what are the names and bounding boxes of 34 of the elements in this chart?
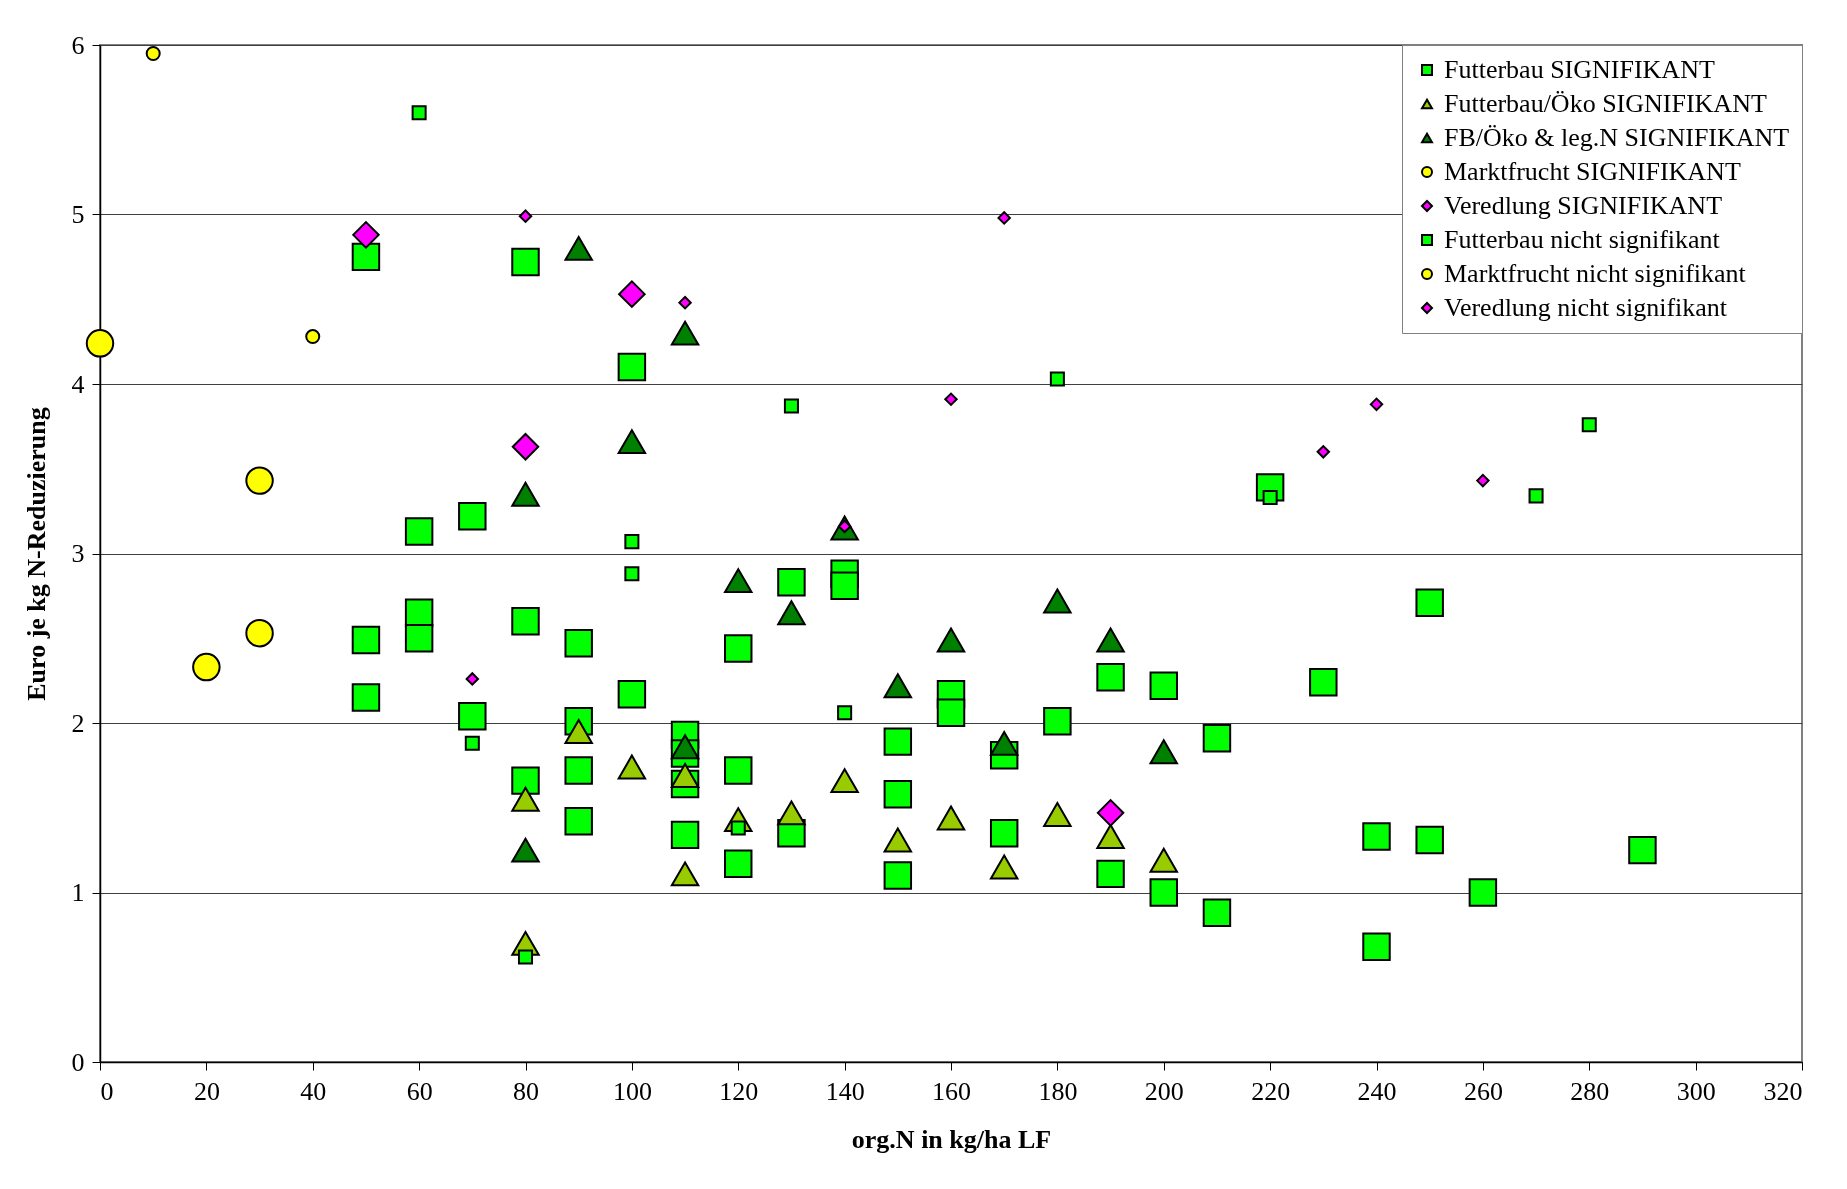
legend-label: Veredlung nicht signifikant — [1444, 293, 1728, 322]
x-tick-label: 100 — [612, 1076, 652, 1106]
y-tick-label: 5 — [71, 200, 85, 229]
legend-label: Veredlung SIGNIFIKANT — [1444, 191, 1723, 220]
y-tick-label: 3 — [71, 539, 85, 568]
y-axis-title: Euro je kg N-Reduzierung — [21, 407, 51, 701]
x-tick-label: 120 — [719, 1076, 759, 1106]
x-tick-label: 20 — [193, 1076, 220, 1106]
legend-label: Futterbau SIGNIFIKANT — [1444, 55, 1715, 84]
legend-label: Marktfrucht SIGNIFIKANT — [1444, 157, 1741, 186]
y-tick-label: 4 — [71, 369, 85, 399]
x-tick-label: 320 — [1763, 1076, 1803, 1106]
x-tick-label: 0 — [100, 1076, 114, 1106]
x-tick-label: 160 — [932, 1076, 971, 1106]
x-axis-title: org.N in kg/ha LF — [851, 1124, 1052, 1154]
x-tick-label: 180 — [1038, 1076, 1078, 1106]
legend-label: Marktfrucht nicht signifikant — [1444, 259, 1747, 288]
legend-label: FB/Öko & leg.N SIGNIFIKANT — [1444, 123, 1790, 152]
x-tick-label: 80 — [513, 1076, 539, 1106]
x-tick-label: 300 — [1676, 1076, 1716, 1106]
y-tick-label: 1 — [71, 878, 85, 907]
x-tick-label: 280 — [1570, 1076, 1610, 1106]
x-tick-label: 240 — [1357, 1076, 1397, 1106]
x-tick-label: 260 — [1463, 1076, 1503, 1106]
y-tick-label: 6 — [71, 30, 85, 60]
y-tick-label: 2 — [71, 708, 85, 738]
legend-label: Futterbau nicht signifikant — [1444, 225, 1721, 254]
x-tick-label: 220 — [1251, 1076, 1291, 1106]
legend-label: Futterbau/Öko SIGNIFIKANT — [1444, 89, 1767, 118]
x-tick-label: 200 — [1144, 1076, 1184, 1106]
x-tick-label: 140 — [825, 1076, 865, 1106]
x-tick-label: 40 — [300, 1076, 327, 1106]
y-tick-label: 0 — [71, 1047, 85, 1077]
x-tick-label: 60 — [406, 1076, 433, 1106]
